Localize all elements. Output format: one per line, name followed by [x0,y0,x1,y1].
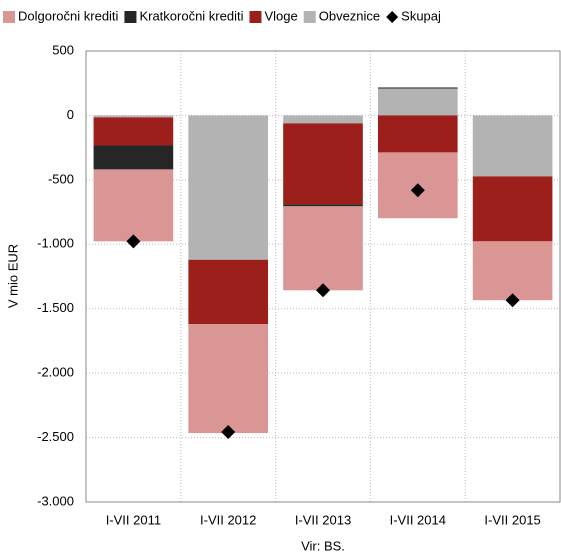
legend-swatch [3,11,15,23]
bar-segment [188,324,269,434]
x-tick-label: I-VII 2015 [484,512,540,527]
legend-label: Kratkoročni krediti [139,8,243,23]
bar-segment [283,123,363,205]
y-tick-label: 500 [52,42,74,57]
legend-label: Vloge [264,8,297,23]
bar-segment [377,115,458,153]
legend: Dolgoročni krediti Kratkoročni krediti Vlo… [3,8,441,23]
y-tick-label: -1.000 [37,236,74,251]
total-marker [505,293,520,308]
legend-swatch [303,11,316,23]
legend-label: Obveznice [319,8,380,23]
y-tick-label: -3.000 [37,493,74,508]
total-marker [221,425,236,440]
total-marker [316,283,330,298]
total-marker [126,234,141,249]
y-axis-label: V mio EUR [5,244,20,308]
y-tick-label: -500 [48,171,74,186]
total-marker [410,183,425,198]
legend-swatch [249,11,262,23]
y-tick-label: 0 [67,107,74,122]
bar-segment [377,87,458,89]
bar-segment [93,115,174,118]
bar-segment [472,241,553,301]
bar-segment [283,115,363,124]
x-tick-label: I-VII 2013 [295,512,351,527]
bar-segment [188,115,269,260]
bar-segment [188,259,269,325]
bar-segment [93,145,174,170]
x-tick-label: I-VII 2011 [106,512,161,527]
legend-label: Dolgoročni krediti [18,8,119,23]
source: Vir: BS. [301,538,345,553]
legend-label: Skupaj [401,8,441,23]
x-tick-label: I-VII 2012 [200,512,256,527]
plot-frame [85,50,561,503]
y-tick-label: -2.500 [37,429,74,444]
legend-swatch [386,11,399,23]
y-tick-label: -1.500 [37,300,74,315]
bar-segment [283,204,363,207]
x-tick-label: I-VII 2014 [390,512,446,527]
bar-segment [472,176,553,242]
bar-segment [283,206,363,291]
y-tick-label: -2.000 [37,365,74,380]
bar-segment [472,115,553,177]
bar-segment [93,117,174,146]
bar-segment [93,169,174,242]
bar-segment [377,88,458,116]
legend-swatch [124,11,137,23]
